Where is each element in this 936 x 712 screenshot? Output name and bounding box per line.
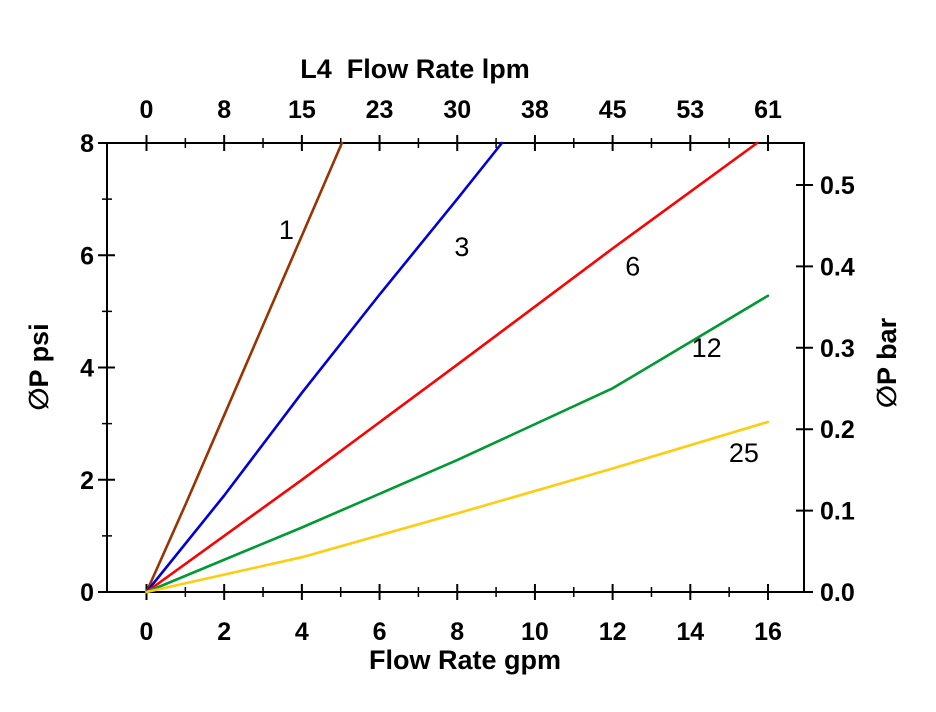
x-axis-top-tick-label: 38 [521, 96, 549, 124]
series-label-1: 1 [279, 215, 294, 245]
x-axis-top-tick-label: 45 [599, 96, 627, 124]
series-line-3 [145, 141, 504, 594]
y-axis-right-tick-label: 0.4 [820, 253, 855, 281]
y-axis-left-tick-label: 6 [80, 242, 94, 270]
series-label-12: 12 [692, 333, 722, 363]
series-line-25 [145, 420, 770, 594]
y-axis-left-tick-label: 2 [80, 467, 94, 495]
y-axis-right-tick-label: 0.1 [820, 498, 855, 526]
series-label-25: 25 [729, 438, 759, 468]
series-label-3: 3 [454, 232, 469, 262]
x-axis-bottom-title: Flow Rate gpm [369, 645, 561, 675]
y-axis-right: 0.0 0.1 0.2 0.3 0.4 0.5 [796, 172, 855, 607]
y-axis-right-title: ∅P bar [872, 317, 902, 408]
x-axis-top-tick-label: 0 [140, 96, 154, 124]
x-axis-top: 0 8 15 23 30 38 45 53 61 [140, 96, 782, 151]
x-axis-tick-label: 14 [676, 618, 704, 646]
y-axis-left-tick-label: 4 [80, 355, 94, 383]
series-labels: 1 3 6 12 25 [279, 215, 759, 468]
x-axis-tick-label: 16 [754, 618, 782, 646]
y-axis-right-tick-label: 0.0 [820, 579, 855, 607]
x-axis-tick-label: 4 [295, 618, 309, 646]
series-line-12 [145, 294, 770, 594]
y-axis-left-tick-label: 8 [80, 130, 94, 158]
x-axis-tick-label: 12 [599, 618, 627, 646]
x-axis-top-tick-label: 30 [443, 96, 471, 124]
x-axis-top-tick-label: 23 [366, 96, 394, 124]
series-lines [145, 141, 770, 594]
x-axis-top-tick-label: 53 [676, 96, 704, 124]
x-axis-top-tick-label: 61 [754, 96, 782, 124]
y-axis-right-tick-label: 0.5 [820, 172, 855, 200]
y-axis-right-tick-label: 0.3 [820, 335, 855, 363]
x-axis-bottom: 0 2 4 6 8 10 12 14 16 [140, 584, 782, 646]
series-line-6 [145, 141, 759, 594]
y-axis-left: 0 2 4 6 8 [80, 130, 115, 607]
series-label-6: 6 [625, 251, 640, 281]
series-line-1 [145, 141, 344, 594]
y-axis-left-tick-label: 0 [80, 579, 94, 607]
x-axis-tick-label: 2 [217, 618, 231, 646]
x-axis-tick-label: 10 [521, 618, 549, 646]
y-axis-left-title: ∅P psi [24, 323, 54, 410]
x-axis-tick-label: 0 [140, 618, 154, 646]
x-axis-tick-label: 8 [450, 618, 464, 646]
y-axis-right-tick-label: 0.2 [820, 416, 855, 444]
chart-top-axis-title: L4 Flow Rate lpm [300, 54, 530, 84]
x-axis-top-tick-label: 15 [288, 96, 316, 124]
x-axis-tick-label: 6 [373, 618, 387, 646]
x-axis-top-tick-label: 8 [217, 96, 231, 124]
